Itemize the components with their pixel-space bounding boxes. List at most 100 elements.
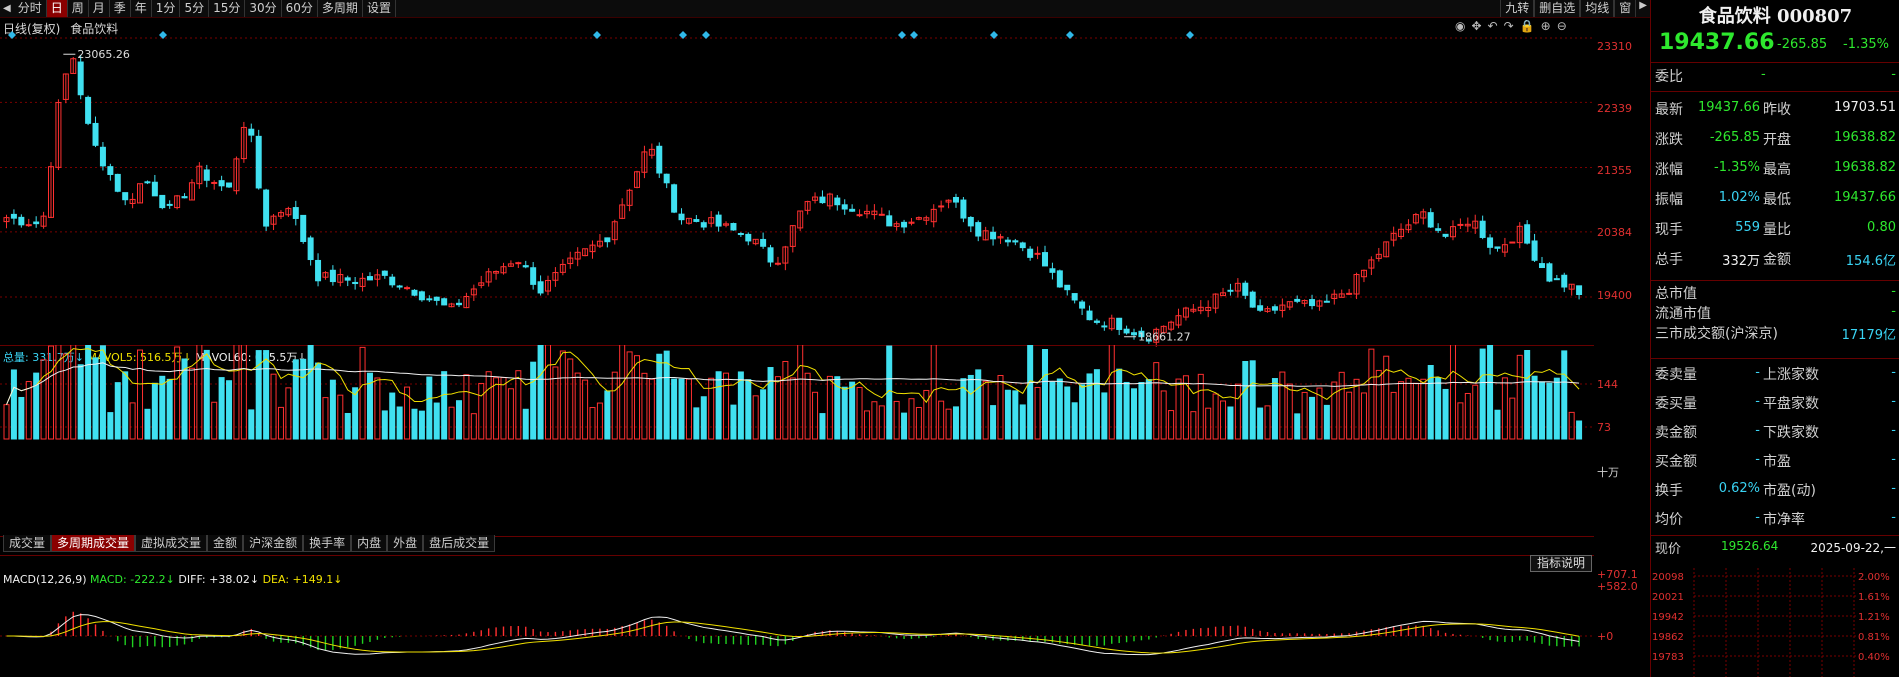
candle — [1420, 208, 1427, 225]
indicator-guide-button[interactable]: 指标说明 — [1530, 555, 1593, 572]
candle — [1145, 338, 1152, 344]
quote-price: 19437.66 — [1659, 30, 1775, 55]
volume-bar — [337, 394, 344, 440]
intraday-mini-chart[interactable]: 20098 20021 19942 19862 19783 2.00% 1.61% 1.21%… — [1650, 568, 1899, 677]
indicator-tab-2[interactable]: 虚拟成交量 — [135, 535, 208, 552]
candle — [789, 225, 796, 253]
period-tab-9[interactable]: 30分 — [245, 0, 282, 17]
period-tab-0[interactable]: 分时 — [14, 0, 47, 17]
collapse-right-icon[interactable]: ▶ — [1639, 0, 1647, 11]
period-tab-7[interactable]: 5分 — [180, 0, 210, 17]
volume-bar — [789, 377, 796, 440]
candle — [826, 192, 833, 210]
indicator-tab-4[interactable]: 沪深金额 — [243, 535, 304, 552]
period-tab-6[interactable]: 1分 — [152, 0, 181, 17]
indicator-tab-1[interactable]: 多周期成交量 — [51, 535, 136, 552]
candle — [1108, 314, 1115, 331]
candle — [33, 216, 40, 228]
volume-bar — [1145, 379, 1152, 440]
volume-bar — [1079, 384, 1086, 440]
period-tab-12[interactable]: 设置 — [363, 0, 396, 17]
toolbar-right-item-1[interactable]: 删自选 — [1534, 0, 1581, 17]
period-tab-1[interactable]: 日 — [46, 0, 68, 17]
volume-bar — [537, 345, 544, 440]
candlestick-chart[interactable]: 23065.26 18661.27 — [0, 18, 1594, 363]
candle — [626, 188, 633, 212]
chart-mode[interactable]: 日线(复权) — [3, 22, 61, 36]
signal-diamond — [1066, 31, 1074, 39]
candle — [396, 284, 403, 290]
quote-label-5-b: 金额 — [1763, 252, 1791, 268]
candle — [114, 173, 121, 193]
indicator-tab-6[interactable]: 内盘 — [351, 535, 388, 552]
period-tab-11[interactable]: 多周期 — [318, 0, 363, 17]
zoom-out-icon[interactable]: ⊖ — [1556, 19, 1567, 33]
candle — [203, 164, 210, 188]
volume-bar — [1249, 360, 1256, 440]
eye-icon[interactable]: ◉ — [1455, 19, 1466, 33]
volume-bar — [1041, 349, 1048, 440]
indicator-tab-0[interactable]: 成交量 — [3, 535, 52, 552]
volume-bar — [396, 406, 403, 440]
period-tab-3[interactable]: 月 — [89, 0, 110, 17]
lock-icon[interactable]: 🔒 — [1519, 19, 1535, 33]
toolbar-right-item-3[interactable]: 窗 — [1614, 0, 1637, 17]
signal-diamond — [1186, 31, 1194, 39]
candle — [1546, 262, 1553, 283]
candle — [841, 199, 848, 215]
candle — [923, 215, 930, 225]
volume-bar — [1301, 391, 1308, 440]
quote-row-4: 现手 559 量比 0.80 — [1651, 215, 1899, 241]
candle — [582, 248, 589, 257]
macd-dea: DEA: +149.1↓ — [262, 573, 343, 586]
candle — [404, 285, 411, 291]
collapse-left-icon[interactable]: ◀ — [3, 3, 11, 14]
mini-left-tick-3: 19862 — [1652, 632, 1684, 643]
zoom-in-icon[interactable]: ⊕ — [1540, 19, 1551, 33]
candle — [1501, 237, 1508, 257]
volume-bar — [426, 376, 433, 440]
period-tab-2[interactable]: 周 — [68, 0, 89, 17]
volume-bar — [1331, 381, 1338, 440]
price-tick-4: 19400 — [1597, 289, 1632, 302]
undo-icon[interactable]: ↶ — [1487, 19, 1498, 33]
volume-bar — [329, 379, 336, 440]
volume-chart[interactable] — [0, 345, 1594, 440]
volume-bar — [841, 386, 848, 440]
indicator-tab-8[interactable]: 盘后成交量 — [423, 535, 496, 552]
volume-bar — [211, 401, 218, 440]
indicator-tab-5[interactable]: 换手率 — [303, 535, 352, 552]
volume-bar — [774, 376, 781, 440]
period-tab-5[interactable]: 年 — [131, 0, 152, 17]
candle — [1435, 223, 1442, 233]
period-tab-4[interactable]: 季 — [110, 0, 131, 17]
toolbar-right-item-0[interactable]: 九转 — [1500, 0, 1535, 17]
toolbar-right-item-2[interactable]: 均线 — [1580, 0, 1615, 17]
indicator-tabs: 成交量 多周期成交量 虚拟成交量 金额 沪深金额 换手率 内盘 外盘 盘后成交量 — [3, 535, 496, 553]
volume-bar — [574, 372, 581, 440]
candle — [211, 180, 218, 190]
volume-bar — [804, 372, 811, 440]
indicator-tab-3[interactable]: 金额 — [207, 535, 244, 552]
volume-bar — [315, 362, 322, 440]
volume-bar — [596, 402, 603, 440]
quote-label-2-a: 涨幅 — [1655, 162, 1683, 178]
macd-chart[interactable] — [0, 572, 1594, 677]
volume-bar — [1049, 381, 1056, 440]
candle — [1101, 321, 1108, 331]
period-tab-8[interactable]: 15分 — [209, 0, 246, 17]
move-icon[interactable]: ✥ — [1471, 19, 1482, 33]
volume-bar — [693, 407, 700, 440]
redo-icon[interactable]: ↷ — [1503, 19, 1514, 33]
volume-bar — [62, 353, 69, 440]
volume-bar — [1108, 345, 1115, 440]
volume-bar — [1294, 413, 1301, 440]
candle — [1286, 301, 1293, 311]
indicator-tab-7[interactable]: 外盘 — [387, 535, 424, 552]
mini-left-tick-2: 19942 — [1652, 612, 1684, 623]
volume-bar — [188, 367, 195, 440]
candle — [10, 209, 17, 225]
period-tab-10[interactable]: 60分 — [282, 0, 318, 17]
candle — [1071, 293, 1078, 304]
volume-bar — [1546, 382, 1553, 440]
